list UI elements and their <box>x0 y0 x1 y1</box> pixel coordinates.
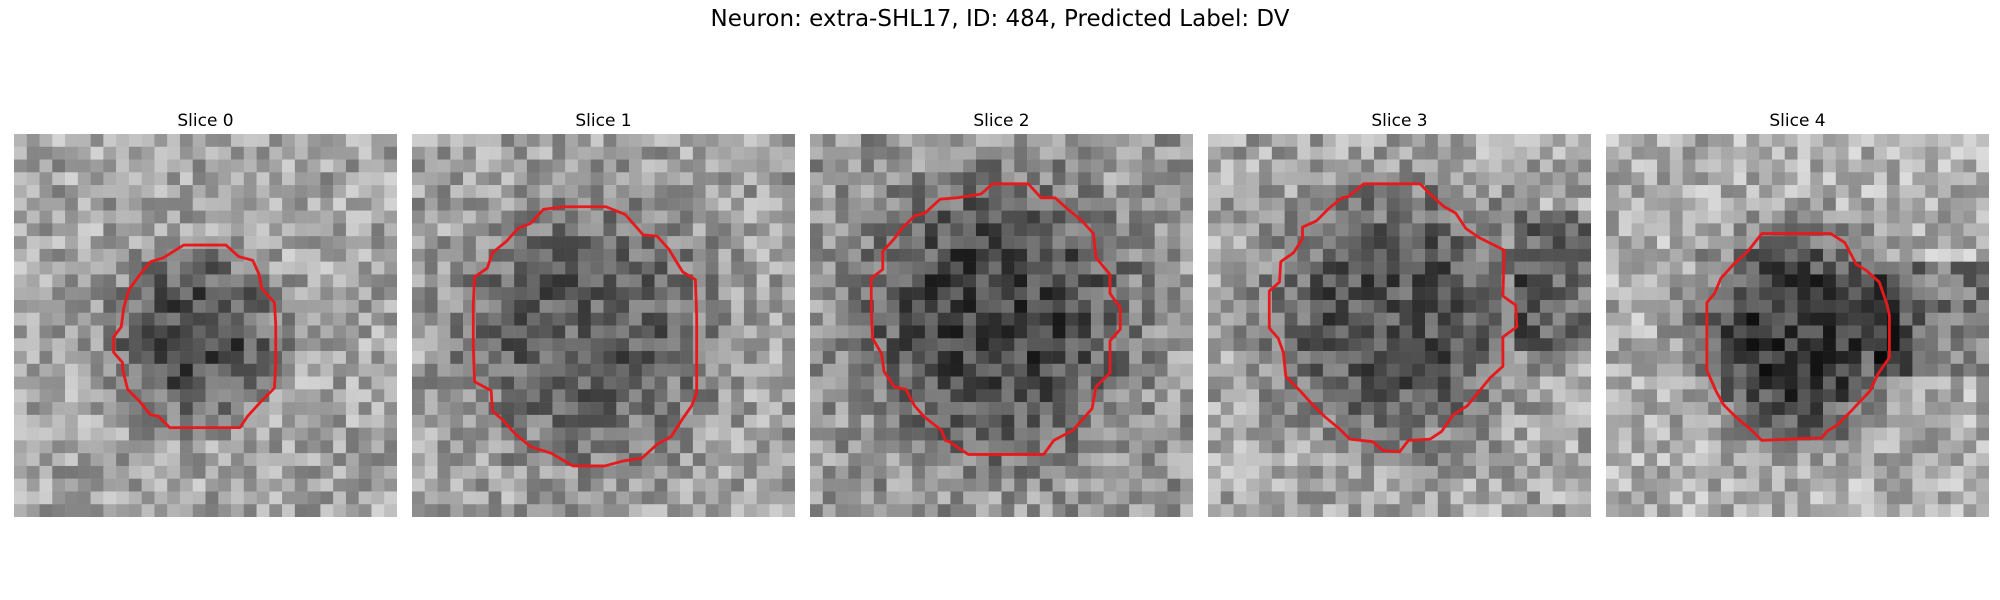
slice-title: Slice 4 <box>1769 111 1826 131</box>
slice-image <box>412 134 795 517</box>
slice-panel-0: Slice 0 <box>14 109 397 517</box>
slice-panel-1: Slice 1 <box>412 109 795 517</box>
slice-panel-4: Slice 4 <box>1606 109 1989 517</box>
roi-contour <box>471 205 699 468</box>
slice-title: Slice 1 <box>575 111 632 131</box>
slice-title: Slice 3 <box>1371 111 1428 131</box>
slice-title: Slice 0 <box>177 111 234 131</box>
roi-contour <box>1267 182 1519 454</box>
roi-contour <box>112 243 278 430</box>
slice-panel-2: Slice 2 <box>810 109 1193 517</box>
roi-contour <box>869 182 1122 456</box>
slice-title: Slice 2 <box>973 111 1030 131</box>
slice-image <box>14 134 397 517</box>
roi-contour <box>1705 232 1891 442</box>
figure-title: Neuron: extra-SHL17, ID: 484, Predicted … <box>710 6 1290 32</box>
slice-image <box>1208 134 1591 517</box>
slice-panel-3: Slice 3 <box>1208 109 1591 517</box>
slice-image <box>1606 134 1989 517</box>
slice-image <box>810 134 1193 517</box>
